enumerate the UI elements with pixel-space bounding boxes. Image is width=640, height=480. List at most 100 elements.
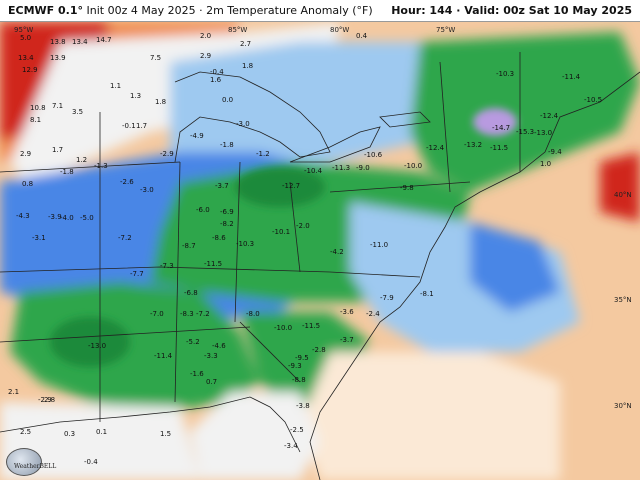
value-label: 2.0 (200, 32, 211, 40)
state-line-1 (0, 161, 181, 173)
value-label: -10.5 (584, 96, 602, 104)
value-label: -13.0 (534, 129, 552, 137)
value-label: 1.5 (160, 430, 171, 438)
value-label: 5.0 (20, 34, 31, 42)
value-label: 1.6 (210, 76, 222, 84)
value-label: -3.0 (236, 120, 250, 128)
value-label: 10.8 (30, 104, 46, 112)
value-label: -4.9 (190, 132, 204, 140)
value-label: -1.8 (220, 141, 234, 149)
value-label: -11.3 (332, 164, 350, 172)
state-line-11 (239, 321, 301, 383)
state-line-5 (174, 161, 181, 403)
value-label: -8.2 (220, 220, 234, 228)
value-label: -2.6 (120, 178, 134, 186)
value-label: -9.8 (400, 184, 414, 192)
state-line-8 (329, 181, 471, 193)
value-label: 2.1 (8, 388, 19, 396)
coastline-east (309, 71, 640, 480)
value-label: -9.3 (288, 362, 302, 370)
value-label: 1.0 (540, 160, 551, 168)
value-label: 3.5 (72, 108, 83, 116)
value-label: -10.3 (236, 240, 254, 248)
boundary-lines (0, 52, 640, 480)
value-label: -1.8 (60, 168, 74, 176)
value-label: -7.2 (196, 310, 210, 318)
state-line-3 (0, 326, 251, 343)
lat-label-35: 35°N (614, 296, 632, 304)
value-label: -3.9 (48, 213, 62, 221)
value-label: -2.8 (312, 346, 326, 354)
value-label: 2.9 (20, 150, 31, 158)
value-label: -7.2 (118, 234, 132, 242)
value-label: 2.9 (200, 52, 211, 60)
anomaly-cores (50, 108, 517, 367)
value-label: 12.9 (22, 66, 38, 74)
value-label: -2.9 (160, 150, 174, 158)
map-header: ECMWF 0.1° Init 00z 4 May 2025 · 2m Temp… (0, 0, 640, 22)
value-label: -6.8 (184, 289, 198, 297)
value-label: -10.0 (404, 162, 422, 170)
state-line-9 (439, 61, 451, 193)
anomaly-map: 95°W 85°W 80°W 75°W 40°N 35°N 30°N 5.0 13… (0, 22, 640, 480)
value-label: 0.0 (222, 96, 233, 104)
florida-neutral (190, 392, 320, 480)
value-label: -3.4 (284, 442, 298, 450)
coastline-gulf (0, 396, 301, 453)
value-label: -3.0 (140, 186, 154, 194)
value-label: -10.3 (496, 70, 514, 78)
value-labels: 5.0 13.8 13.4 14.7 2.0 2.7 0.4 13.4 13.9 12.9 7.5 2… (8, 32, 602, 466)
weatherbell-logo-text: WeatherBELL (14, 463, 57, 470)
init-time: Init 00z 4 May 2025 (86, 4, 196, 17)
value-label: -8.1 (420, 290, 434, 298)
value-label: -2.5 (290, 426, 304, 434)
value-label: -10.6 (364, 151, 383, 159)
value-label: -5.0 (80, 214, 94, 222)
value-label: -12.4 (540, 112, 559, 120)
lon-label-80: 80°W (330, 26, 349, 34)
header-left: ECMWF 0.1° Init 00z 4 May 2025 · 2m Temp… (8, 4, 373, 17)
value-label: -14.7 (492, 124, 510, 132)
value-label: -2.9 (38, 396, 52, 404)
value-label: 13.8 (50, 38, 66, 46)
value-label: -10.0 (274, 324, 292, 332)
light-ocean (300, 352, 560, 480)
value-label: 2.8 (44, 396, 55, 404)
value-label: -8.7 (182, 242, 196, 250)
value-label: -11.0 (370, 241, 388, 249)
value-label: 1.8 (155, 98, 166, 106)
header-right: Hour: 144 · Valid: 00z Sat 10 May 2025 (391, 4, 632, 17)
value-label: -0.4 (84, 458, 98, 466)
value-label: -7.0 (150, 310, 164, 318)
gulf-neutral (0, 402, 200, 480)
value-label: 0.4 (356, 32, 368, 40)
lon-label-75: 75°W (436, 26, 455, 34)
value-label: -15.3 (516, 128, 534, 136)
warm-east-spot (600, 152, 640, 222)
separator: · (456, 4, 465, 17)
value-label: -11.4 (154, 352, 173, 360)
value-label: -13.2 (464, 141, 482, 149)
value-label: -11.5 (490, 144, 508, 152)
value-label: -3.7 (340, 336, 354, 344)
blue-great-lakes (170, 42, 470, 172)
value-label: 1.7 (52, 146, 63, 154)
value-label: 1.1 (110, 82, 121, 90)
value-label: -12.4 (426, 144, 445, 152)
value-label: -1.6 (190, 370, 204, 378)
value-label: -3.8 (296, 402, 310, 410)
dark-green-core-2 (50, 317, 130, 367)
model-name: ECMWF 0.1° (8, 4, 83, 17)
value-label: -4.3 (16, 212, 30, 220)
value-label: -8.3 (180, 310, 194, 318)
value-label: -4.0 (60, 214, 74, 222)
value-label: -11.5 (204, 260, 222, 268)
value-label: -11.5 (302, 322, 320, 330)
value-label: -7.9 (380, 294, 394, 302)
value-label: 1.2 (76, 156, 87, 164)
lake-ontario (379, 111, 431, 128)
value-label: -11.4 (562, 73, 581, 81)
value-label: -9.5 (295, 354, 309, 362)
value-label: -6.9 (220, 208, 234, 216)
